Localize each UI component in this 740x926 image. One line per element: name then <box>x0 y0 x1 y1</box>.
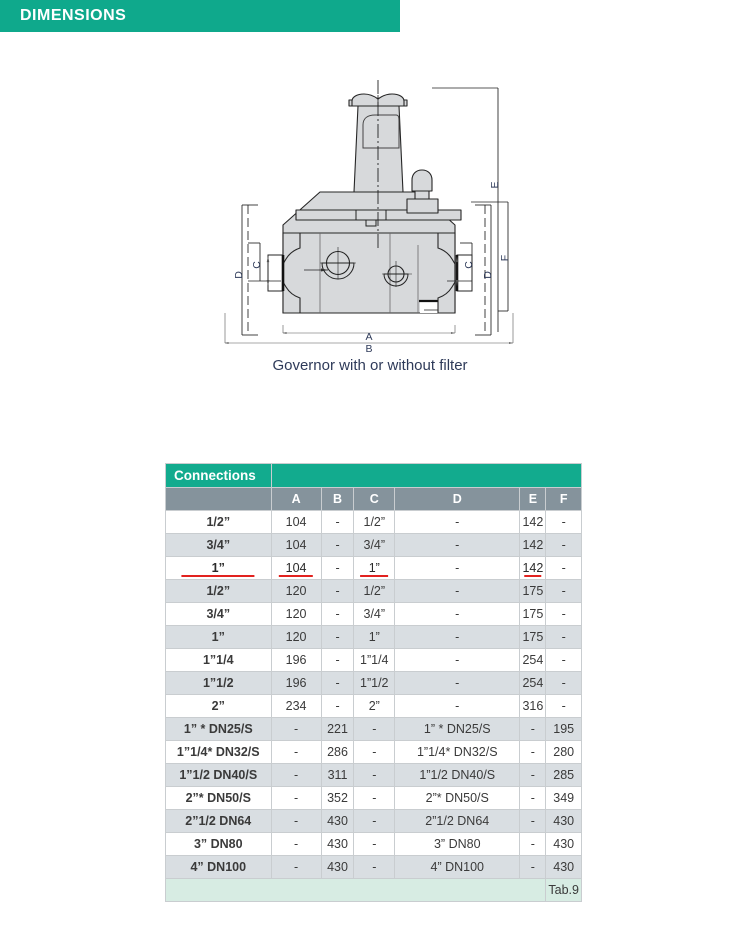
svg-text:C: C <box>463 261 475 269</box>
svg-text:E: E <box>489 181 501 188</box>
svg-text:D: D <box>482 271 494 279</box>
svg-text:B: B <box>365 343 372 355</box>
svg-text:A: A <box>365 331 372 343</box>
svg-text:D: D <box>233 271 245 279</box>
svg-text:F: F <box>499 255 511 261</box>
svg-text:C: C <box>251 261 263 269</box>
